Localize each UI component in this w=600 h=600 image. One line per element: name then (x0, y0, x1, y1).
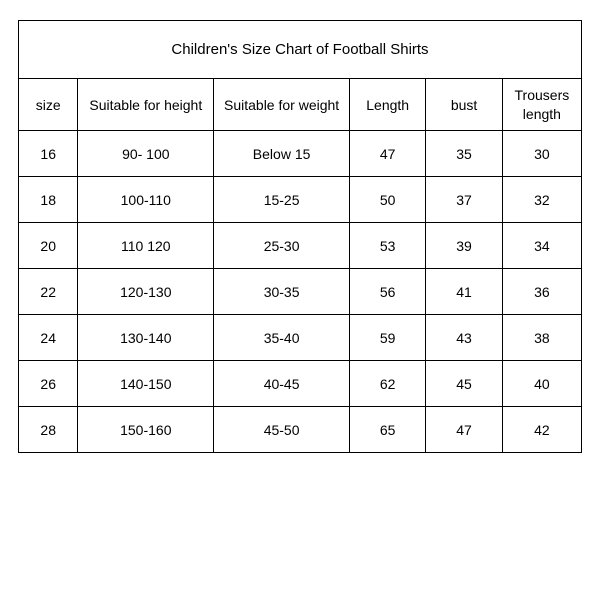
table-row: 26 140-150 40-45 62 45 40 (19, 361, 582, 407)
cell-size: 28 (19, 407, 78, 453)
cell-bust: 45 (426, 361, 502, 407)
cell-weight: 40-45 (214, 361, 350, 407)
cell-weight: 15-25 (214, 177, 350, 223)
cell-weight: Below 15 (214, 131, 350, 177)
col-header-trouser: Trouserslength (502, 79, 581, 131)
cell-height: 90- 100 (78, 131, 214, 177)
cell-weight: 45-50 (214, 407, 350, 453)
table-row: 16 90- 100 Below 15 47 35 30 (19, 131, 582, 177)
cell-bust: 39 (426, 223, 502, 269)
cell-height: 100-110 (78, 177, 214, 223)
cell-height: 150-160 (78, 407, 214, 453)
cell-height: 140-150 (78, 361, 214, 407)
size-chart-table: Children's Size Chart of Football Shirts… (18, 20, 582, 453)
cell-size: 18 (19, 177, 78, 223)
cell-length: 65 (350, 407, 426, 453)
cell-bust: 41 (426, 269, 502, 315)
cell-bust: 43 (426, 315, 502, 361)
title-row: Children's Size Chart of Football Shirts (19, 21, 582, 79)
cell-bust: 47 (426, 407, 502, 453)
cell-height: 130-140 (78, 315, 214, 361)
cell-size: 16 (19, 131, 78, 177)
table-row: 20 110 120 25-30 53 39 34 (19, 223, 582, 269)
cell-length: 50 (350, 177, 426, 223)
cell-trouser: 38 (502, 315, 581, 361)
cell-height: 110 120 (78, 223, 214, 269)
cell-weight: 25-30 (214, 223, 350, 269)
header-row: size Suitable for height Suitable for we… (19, 79, 582, 131)
table-row: 18 100-110 15-25 50 37 32 (19, 177, 582, 223)
cell-weight: 30-35 (214, 269, 350, 315)
cell-length: 53 (350, 223, 426, 269)
cell-length: 62 (350, 361, 426, 407)
col-header-height: Suitable for height (78, 79, 214, 131)
col-header-size: size (19, 79, 78, 131)
cell-length: 59 (350, 315, 426, 361)
cell-size: 20 (19, 223, 78, 269)
cell-length: 56 (350, 269, 426, 315)
table-row: 28 150-160 45-50 65 47 42 (19, 407, 582, 453)
cell-trouser: 42 (502, 407, 581, 453)
col-header-length: Length (350, 79, 426, 131)
cell-bust: 35 (426, 131, 502, 177)
cell-bust: 37 (426, 177, 502, 223)
cell-size: 24 (19, 315, 78, 361)
col-header-bust: bust (426, 79, 502, 131)
table-row: 24 130-140 35-40 59 43 38 (19, 315, 582, 361)
cell-size: 22 (19, 269, 78, 315)
col-header-weight: Suitable for weight (214, 79, 350, 131)
cell-height: 120-130 (78, 269, 214, 315)
cell-trouser: 30 (502, 131, 581, 177)
cell-size: 26 (19, 361, 78, 407)
table-title: Children's Size Chart of Football Shirts (19, 21, 582, 79)
cell-trouser: 36 (502, 269, 581, 315)
cell-trouser: 34 (502, 223, 581, 269)
cell-trouser: 32 (502, 177, 581, 223)
cell-trouser: 40 (502, 361, 581, 407)
cell-length: 47 (350, 131, 426, 177)
table-row: 22 120-130 30-35 56 41 36 (19, 269, 582, 315)
cell-weight: 35-40 (214, 315, 350, 361)
size-chart-wrapper: Children's Size Chart of Football Shirts… (0, 0, 600, 473)
